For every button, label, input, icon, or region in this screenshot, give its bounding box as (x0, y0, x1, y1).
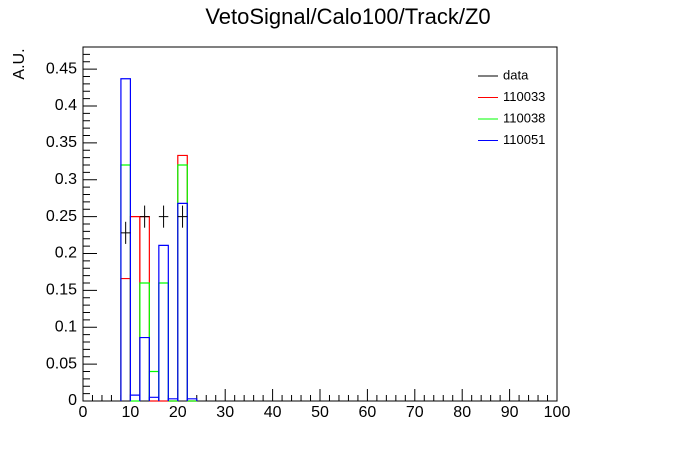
chart-title: VetoSignal/Calo100/Track/Z0 (205, 4, 490, 29)
histogram-bin (186, 398, 198, 401)
histogram-bin (139, 336, 150, 401)
y-tick-label: 0.05 (46, 355, 77, 372)
x-tick-label: 60 (359, 404, 377, 421)
x-tick-label: 30 (216, 404, 234, 421)
legend-label: 110033 (503, 89, 545, 104)
x-tick-label: 80 (453, 404, 471, 421)
y-tick-label: 0.45 (46, 60, 77, 77)
legend-label: 110051 (503, 132, 545, 147)
y-tick-label: 0.25 (46, 208, 77, 225)
y-tick-label: 0.3 (55, 171, 77, 188)
x-tick-label: 0 (79, 404, 88, 421)
y-tick-label: 0.15 (46, 282, 77, 299)
histogram-bin (158, 244, 169, 401)
x-tick-label: 90 (501, 404, 519, 421)
y-tick-label: 0.4 (55, 97, 77, 114)
y-tick-label: 0.35 (46, 134, 77, 151)
y-tick-label: 0.2 (55, 245, 77, 262)
x-tick-label: 50 (311, 404, 329, 421)
legend-label: 110038 (503, 110, 545, 125)
y-axis-label: A.U. (11, 48, 28, 79)
histogram-bin (120, 78, 131, 401)
x-tick-label: 70 (406, 404, 424, 421)
x-tick-label: 10 (122, 404, 140, 421)
x-tick-label: 40 (264, 404, 282, 421)
y-tick-label: 0 (68, 392, 77, 409)
histogram-bin (177, 202, 188, 401)
x-tick-label: 20 (169, 404, 187, 421)
x-tick-label: 100 (544, 404, 571, 421)
y-tick-label: 0.1 (55, 318, 77, 335)
legend-label: data (503, 67, 529, 82)
